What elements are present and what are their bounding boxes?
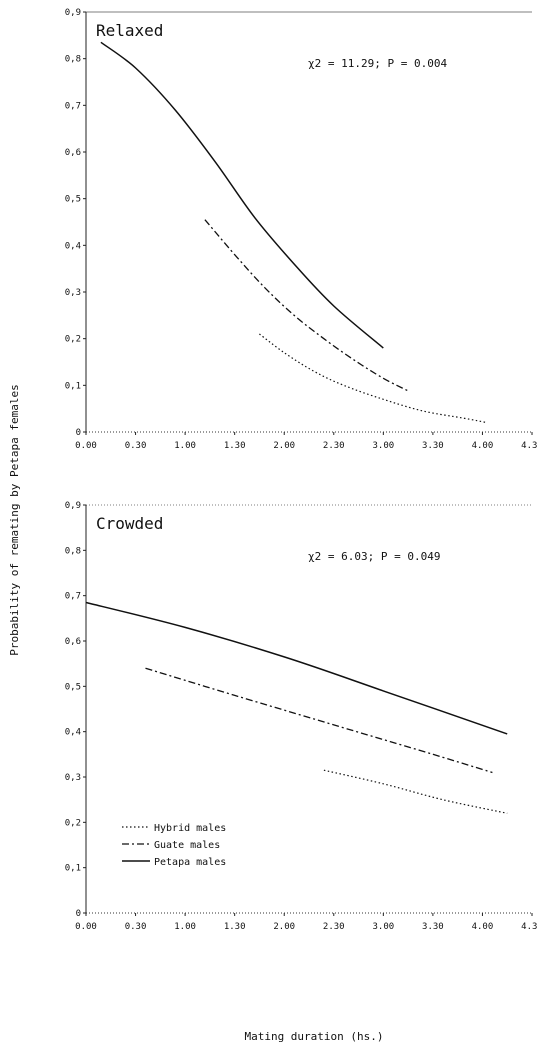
y-tick-label: 0,8 [65,546,81,556]
x-tick-label: 3.30 [422,441,444,451]
x-tick-label: 0.30 [125,922,147,932]
y-tick-label: 0,2 [65,818,81,828]
y-tick-label: 0,7 [65,101,81,111]
x-tick-label: 2.00 [273,441,295,451]
x-tick-label: 1.00 [174,441,196,451]
panel-label: Relaxed [96,21,163,40]
y-tick-label: 0 [76,428,81,438]
y-tick-label: 0,6 [65,637,81,647]
y-tick-label: 0,7 [65,592,81,602]
y-tick-label: 0,2 [65,335,81,345]
x-tick-label: 4.00 [472,922,494,932]
x-tick-label: 4.30 [521,922,538,932]
panel-relaxed: 0 0,1 0,2 0,3 0,4 0,5 0,6 0,7 0,8 0,9 0.00 0.30 1.00… [65,8,538,451]
legend-label: Guate males [154,840,220,851]
series-line-petapa-males [100,41,384,349]
series-line-hybrid-males [259,333,488,424]
y-tick-label: 0,3 [65,773,81,783]
y-axis-label: Probability of remating by Petapa female… [8,384,21,656]
x-tick-label: 3.30 [422,922,444,932]
y-tick-label: 0,9 [65,501,81,511]
series-line-petapa-males [85,601,508,735]
legend-label: Hybrid males [154,823,226,834]
chi-square-stat: χ2 = 11.29; P = 0.004 [308,57,447,70]
series-line-guate-males [204,219,409,392]
x-axis-label: Mating duration (hs.) [244,1030,383,1043]
y-tick-label: 0,5 [65,682,81,692]
panel-crowded: 0 0,1 0,2 0,3 0,4 0,5 0,6 0,7 0,8 0,9 0.00 0.30 1.00… [65,501,538,932]
legend: Hybrid males Guate males Petapa males [122,823,226,868]
x-tick-label: 0.00 [75,441,97,451]
y-tick-label: 0,5 [65,195,81,205]
y-tick-label: 0 [76,909,81,919]
y-tick-label: 0,8 [65,55,81,65]
chi-square-stat: χ2 = 6.03; P = 0.049 [308,550,440,563]
series-line-guate-males [145,667,493,774]
y-tick-label: 0,4 [65,241,81,251]
x-tick-label: 2.00 [273,922,295,932]
y-tick-label: 0,6 [65,148,81,158]
legend-label: Petapa males [154,857,226,868]
x-tick-label: 4.30 [521,441,538,451]
x-tick-label: 4.00 [472,441,494,451]
series-line-hybrid-males [323,769,508,814]
x-tick-label: 3.00 [372,922,394,932]
y-tick-label: 0,1 [65,381,81,391]
panel-label: Crowded [96,514,163,533]
y-tick-label: 0,1 [65,864,81,874]
x-tick-label: 1.30 [224,441,246,451]
x-tick-label: 1.00 [174,922,196,932]
y-tick-label: 0,4 [65,728,81,738]
x-tick-label: 2.30 [323,441,345,451]
x-tick-label: 3.00 [372,441,394,451]
x-tick-label: 2.30 [323,922,345,932]
y-tick-label: 0,3 [65,288,81,298]
x-tick-label: 0.30 [125,441,147,451]
x-tick-label: 0.00 [75,922,97,932]
x-tick-label: 1.30 [224,922,246,932]
y-tick-label: 0,9 [65,8,81,18]
